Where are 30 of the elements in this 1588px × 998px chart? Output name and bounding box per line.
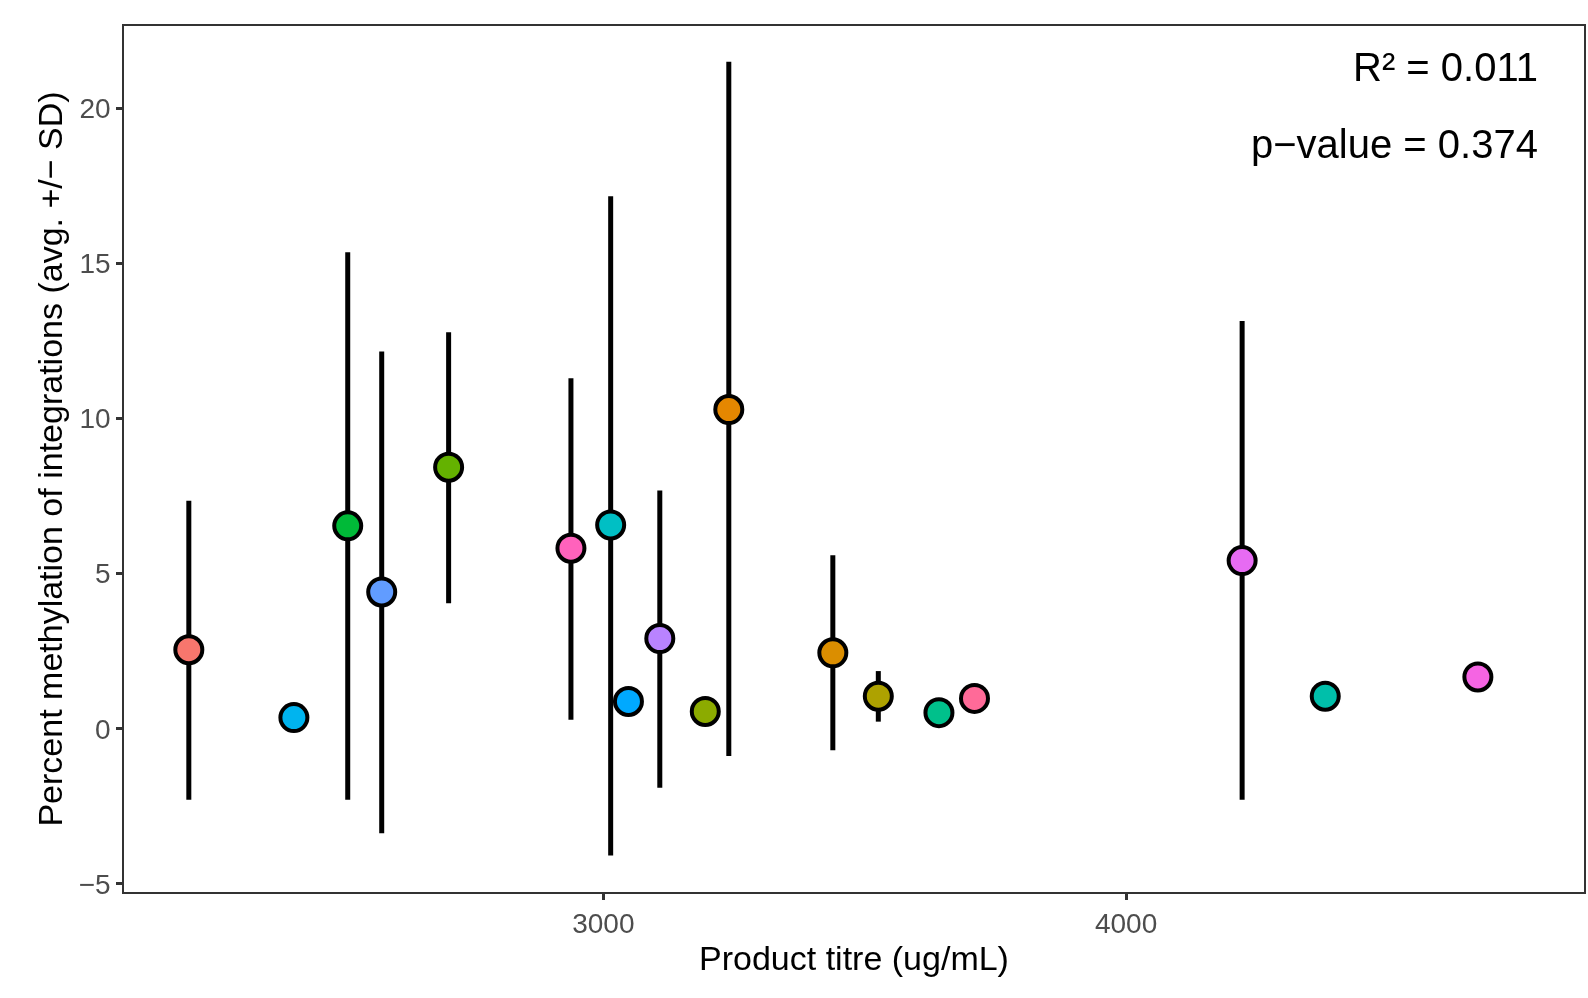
point bbox=[689, 695, 721, 727]
annotation: R² = 0.011 bbox=[1353, 45, 1538, 89]
point bbox=[644, 623, 676, 654]
point bbox=[612, 685, 644, 717]
point bbox=[433, 451, 465, 483]
annotation: p−value = 0.374 bbox=[1251, 122, 1538, 166]
y-tick-label: 10 bbox=[79, 403, 111, 435]
x-axis-title: Product titre (ug/mL) bbox=[699, 939, 1009, 978]
point bbox=[862, 680, 894, 712]
point bbox=[173, 634, 205, 666]
point bbox=[923, 697, 955, 729]
y-tick-label: −5 bbox=[78, 868, 111, 900]
point bbox=[1226, 545, 1258, 577]
point bbox=[959, 682, 990, 714]
y-tick-label: 15 bbox=[79, 248, 111, 280]
point bbox=[1462, 661, 1494, 693]
y-axis-title: Percent methylation of integrations (avg. +/− SD) bbox=[30, 91, 69, 827]
y-tick-label: 5 bbox=[95, 558, 111, 590]
point bbox=[278, 702, 310, 734]
point bbox=[817, 637, 849, 669]
y-tick-label: 0 bbox=[95, 713, 111, 745]
point bbox=[366, 576, 398, 608]
y-tick-label: 20 bbox=[79, 93, 111, 125]
point bbox=[332, 510, 364, 542]
point bbox=[555, 532, 587, 564]
point bbox=[595, 509, 627, 541]
x-tick-label: 3000 bbox=[572, 908, 635, 940]
x-tick-label: 4000 bbox=[1094, 908, 1158, 940]
point bbox=[1309, 680, 1341, 712]
point bbox=[713, 394, 745, 425]
